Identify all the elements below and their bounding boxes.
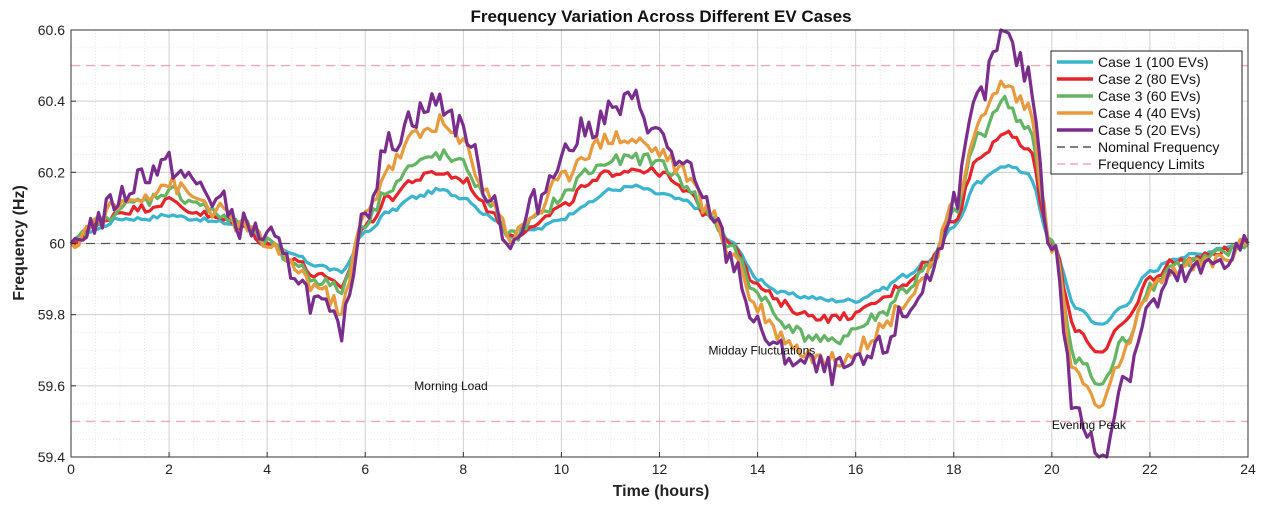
annotation-label: Morning Load [414, 379, 487, 393]
series-lines [69, 28, 1250, 459]
y-axis-ticks: 59.4 59.6 59.8 60 60.2 60.4 60.6 [38, 22, 76, 465]
x-tick-label: 14 [750, 461, 766, 477]
legend-label: Frequency Limits [1098, 156, 1205, 172]
x-tick-label: 24 [1240, 461, 1256, 477]
x-tick-label: 12 [652, 461, 668, 477]
y-tick-label: 59.6 [38, 378, 65, 394]
y-axis-title: Frequency (Hz) [11, 185, 28, 301]
legend-label: Case 5 (20 EVs) [1098, 122, 1201, 138]
annotations: Morning Load Midday Fluctuations Evening P… [414, 343, 1127, 432]
x-tick-label: 22 [1142, 461, 1158, 477]
x-tick-label: 10 [554, 461, 570, 477]
chart-title: Frequency Variation Across Different EV … [470, 7, 851, 26]
x-axis-title: Time (hours) [613, 483, 710, 500]
x-axis-ticks: 0 2 4 6 8 10 12 14 16 18 20 22 24 [67, 452, 1256, 477]
y-tick-label: 60.2 [38, 164, 65, 180]
y-tick-label: 60.6 [38, 22, 65, 38]
x-tick-label: 18 [946, 461, 962, 477]
x-tick-label: 6 [361, 461, 369, 477]
legend-label: Case 3 (60 EVs) [1098, 88, 1201, 104]
legend-label: Case 1 (100 EVs) [1098, 54, 1209, 70]
y-tick-label: 60.4 [38, 93, 65, 109]
y-tick-label: 59.4 [38, 449, 65, 465]
x-tick-label: 8 [459, 461, 467, 477]
legend: Case 1 (100 EVs)Case 2 (80 EVs)Case 3 (6… [1050, 50, 1243, 175]
legend-label: Nominal Frequency [1098, 139, 1219, 155]
y-tick-label: 60 [49, 236, 65, 252]
series-line-case-3 [69, 94, 1250, 387]
x-tick-label: 0 [67, 461, 75, 477]
x-tick-label: 16 [848, 461, 864, 477]
legend-label: Case 4 (40 EVs) [1098, 105, 1201, 121]
series-line-case-4 [69, 79, 1249, 409]
x-tick-label: 20 [1044, 461, 1060, 477]
annotation-label: Midday Fluctuations [709, 343, 816, 357]
x-tick-label: 2 [165, 461, 173, 477]
series-line-case-5 [69, 28, 1250, 459]
annotation-label: Evening Peak [1052, 418, 1127, 432]
legend-label: Case 2 (80 EVs) [1098, 71, 1201, 87]
y-tick-label: 59.8 [38, 307, 65, 323]
x-tick-label: 4 [263, 461, 271, 477]
